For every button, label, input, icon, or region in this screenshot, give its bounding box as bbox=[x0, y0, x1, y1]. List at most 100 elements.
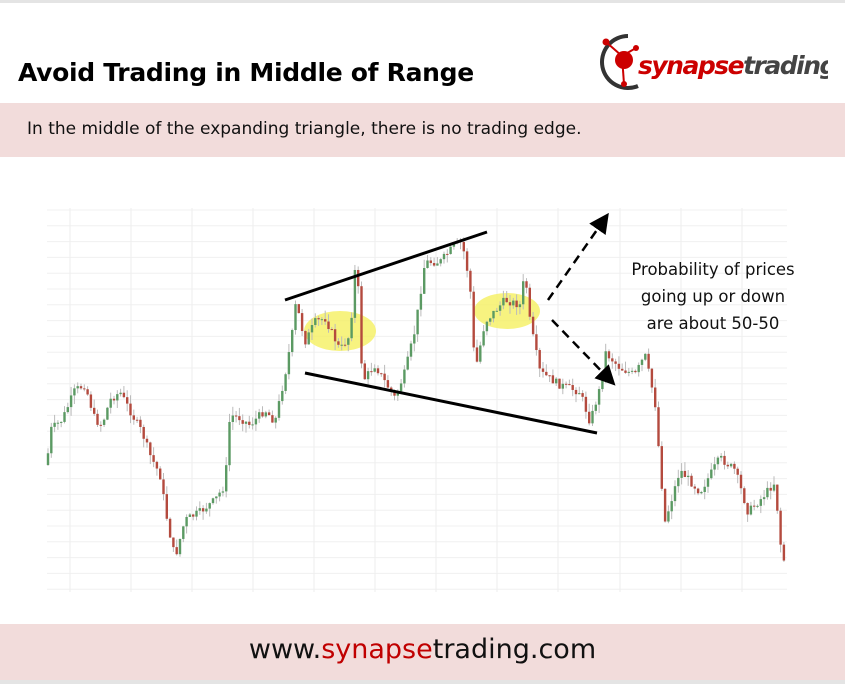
bearish-candle bbox=[165, 494, 168, 519]
bullish-candle bbox=[205, 508, 208, 512]
bullish-candle bbox=[215, 496, 218, 499]
bullish-candle bbox=[198, 508, 201, 511]
bullish-candle bbox=[277, 401, 281, 418]
bullish-candle bbox=[264, 412, 267, 417]
bullish-candle bbox=[188, 514, 192, 517]
bearish-candle bbox=[145, 438, 149, 443]
bullish-candle bbox=[221, 491, 225, 493]
bullish-candle bbox=[178, 538, 182, 555]
bullish-candle bbox=[720, 455, 723, 458]
bullish-candle bbox=[452, 243, 456, 247]
bearish-candle bbox=[548, 375, 551, 377]
bearish-candle bbox=[122, 392, 126, 398]
bullish-candle bbox=[706, 478, 710, 487]
bearish-candle bbox=[779, 510, 782, 545]
bullish-candle bbox=[449, 246, 452, 254]
bearish-candle bbox=[469, 270, 472, 292]
bearish-candle bbox=[538, 350, 541, 369]
bullish-candle bbox=[495, 310, 498, 312]
annotation-line: Probability of prices bbox=[631, 260, 795, 279]
bearish-candle bbox=[333, 329, 337, 342]
bullish-candle bbox=[512, 300, 515, 306]
bullish-candle bbox=[673, 486, 677, 502]
bearish-candle bbox=[271, 415, 274, 423]
bullish-candle bbox=[439, 259, 442, 264]
bearish-candle bbox=[162, 479, 165, 495]
bullish-candle bbox=[307, 332, 310, 345]
url-prefix: www. bbox=[248, 634, 322, 665]
bearish-candle bbox=[99, 424, 102, 426]
bearish-candle bbox=[743, 488, 746, 504]
bullish-candle bbox=[66, 407, 69, 413]
website-url[interactable]: www.synapsetrading.com bbox=[0, 634, 845, 665]
bullish-candle bbox=[680, 470, 683, 478]
bullish-candle bbox=[423, 268, 426, 294]
bearish-candle bbox=[132, 415, 135, 420]
bearish-candle bbox=[736, 468, 739, 475]
bullish-candle bbox=[211, 498, 215, 504]
bearish-candle bbox=[746, 503, 749, 515]
up-arrow bbox=[546, 212, 609, 301]
bullish-candle bbox=[713, 464, 716, 470]
bullish-candle bbox=[102, 419, 106, 425]
bearish-candle bbox=[588, 411, 591, 424]
bearish-candle bbox=[726, 464, 729, 467]
bullish-candle bbox=[182, 526, 185, 539]
bearish-candle bbox=[535, 334, 538, 351]
bullish-candle bbox=[756, 505, 759, 507]
bearish-candle bbox=[297, 304, 300, 314]
bullish-candle bbox=[106, 407, 109, 420]
bearish-candle bbox=[360, 286, 363, 364]
bullish-candle bbox=[231, 415, 234, 422]
bullish-candle bbox=[522, 281, 525, 305]
bearish-candle bbox=[112, 398, 116, 401]
bullish-candle bbox=[604, 351, 607, 375]
bullish-candle bbox=[498, 305, 502, 311]
bullish-candle bbox=[185, 516, 188, 527]
bearish-candle bbox=[234, 415, 238, 417]
bearish-candle bbox=[126, 397, 129, 404]
bullish-candle bbox=[53, 422, 56, 427]
bullish-candle bbox=[627, 371, 630, 373]
bearish-candle bbox=[525, 281, 528, 288]
bullish-candle bbox=[644, 353, 647, 360]
bullish-candle bbox=[314, 318, 317, 326]
slide-title: Avoid Trading in Middle of Range bbox=[18, 58, 474, 87]
bullish-candle bbox=[479, 345, 482, 362]
bearish-candle bbox=[300, 313, 304, 332]
bullish-candle bbox=[485, 321, 489, 332]
bearish-candle bbox=[337, 341, 340, 345]
bearish-candle bbox=[96, 413, 99, 425]
bullish-candle bbox=[284, 374, 287, 391]
bearish-candle bbox=[465, 251, 469, 271]
bullish-candle bbox=[228, 421, 231, 466]
bullish-candle bbox=[46, 453, 50, 465]
bearish-candle bbox=[634, 370, 637, 373]
bearish-candle bbox=[528, 287, 531, 317]
bearish-candle bbox=[647, 353, 650, 369]
bearish-candle bbox=[135, 419, 139, 421]
bullish-candle bbox=[116, 394, 119, 401]
bearish-candle bbox=[357, 269, 360, 287]
bearish-candle bbox=[129, 403, 132, 416]
bearish-candle bbox=[621, 368, 624, 371]
bullish-candle bbox=[413, 334, 416, 344]
bearish-candle bbox=[267, 412, 271, 416]
annotation-line: are about 50-50 bbox=[646, 314, 780, 333]
bearish-candle bbox=[89, 394, 93, 408]
bearish-candle bbox=[733, 463, 736, 469]
bullish-candle bbox=[399, 383, 403, 392]
bullish-candle bbox=[63, 412, 66, 422]
bullish-candle bbox=[274, 417, 277, 423]
bearish-candle bbox=[508, 302, 512, 306]
bullish-candle bbox=[60, 421, 63, 423]
bearish-candle bbox=[657, 407, 660, 447]
bullish-candle bbox=[700, 492, 703, 494]
bearish-candle bbox=[581, 393, 584, 397]
url-suffix: trading.com bbox=[432, 634, 597, 665]
bullish-candle bbox=[50, 426, 53, 454]
bearish-candle bbox=[617, 363, 621, 369]
bullish-candle bbox=[406, 356, 409, 370]
bearish-candle bbox=[541, 368, 545, 372]
bearish-candle bbox=[142, 426, 145, 439]
